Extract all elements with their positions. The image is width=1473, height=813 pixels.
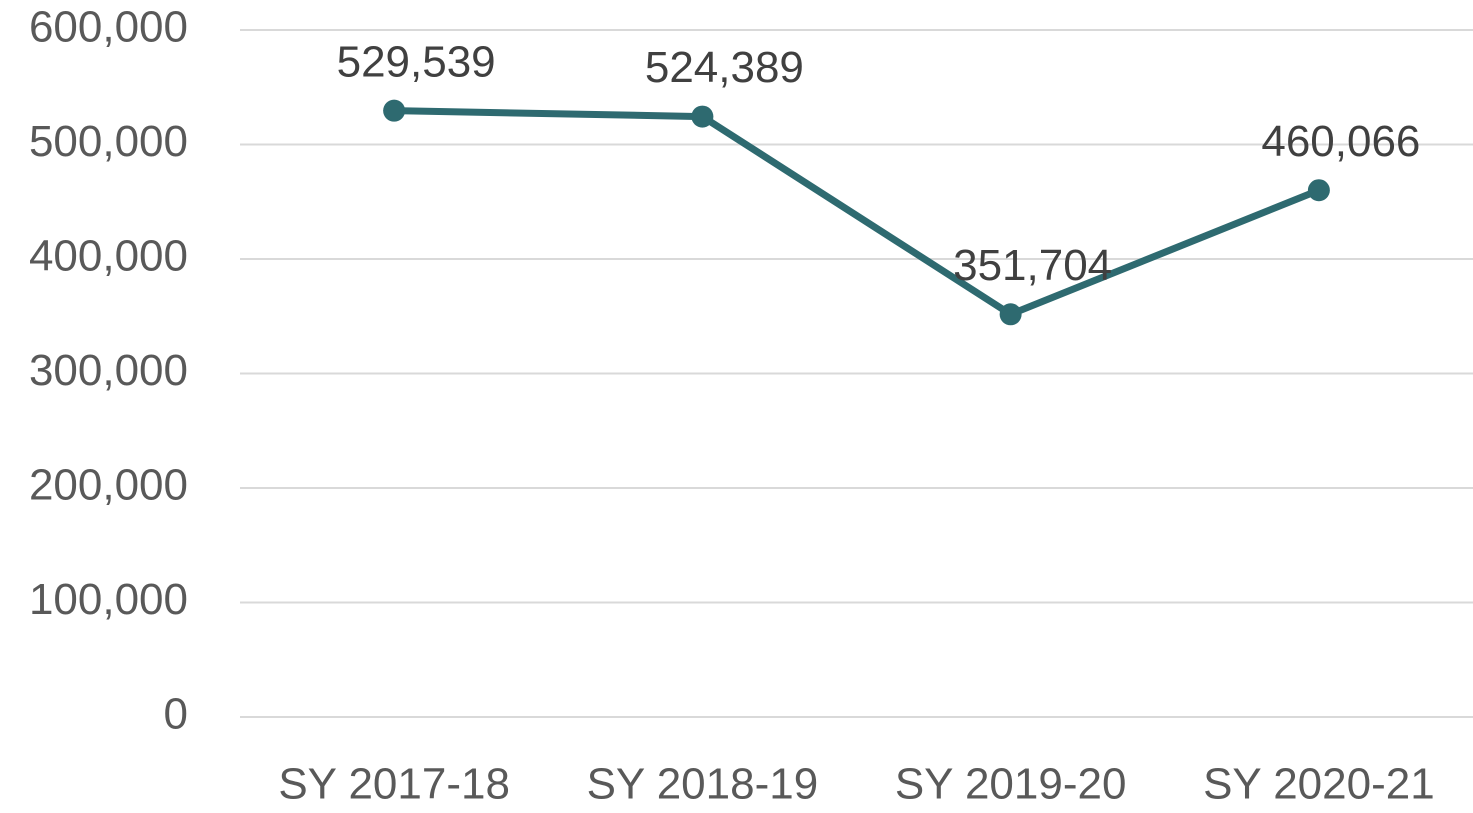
marker [383, 99, 406, 122]
x-tick-label: SY 2020-21 [1203, 760, 1435, 809]
y-tick-label: 400,000 [29, 232, 188, 281]
marker [999, 303, 1022, 326]
data-label: 351,704 [953, 241, 1112, 290]
y-tick-label: 200,000 [29, 461, 188, 510]
data-label: 460,066 [1261, 117, 1420, 166]
y-tick-label: 500,000 [29, 117, 188, 166]
data-label: 529,539 [337, 37, 496, 86]
y-tick-label: 0 [164, 690, 188, 739]
y-tick-label: 300,000 [29, 346, 188, 395]
marker [691, 105, 714, 128]
x-tick-label: SY 2017-18 [278, 760, 510, 809]
y-tick-label: 600,000 [29, 3, 188, 52]
x-tick-label: SY 2019-20 [895, 760, 1127, 809]
marker [1307, 179, 1330, 202]
data-label: 524,389 [645, 43, 804, 92]
y-tick-label: 100,000 [29, 575, 188, 624]
x-tick-label: SY 2018-19 [587, 760, 819, 809]
line [394, 107, 1321, 318]
